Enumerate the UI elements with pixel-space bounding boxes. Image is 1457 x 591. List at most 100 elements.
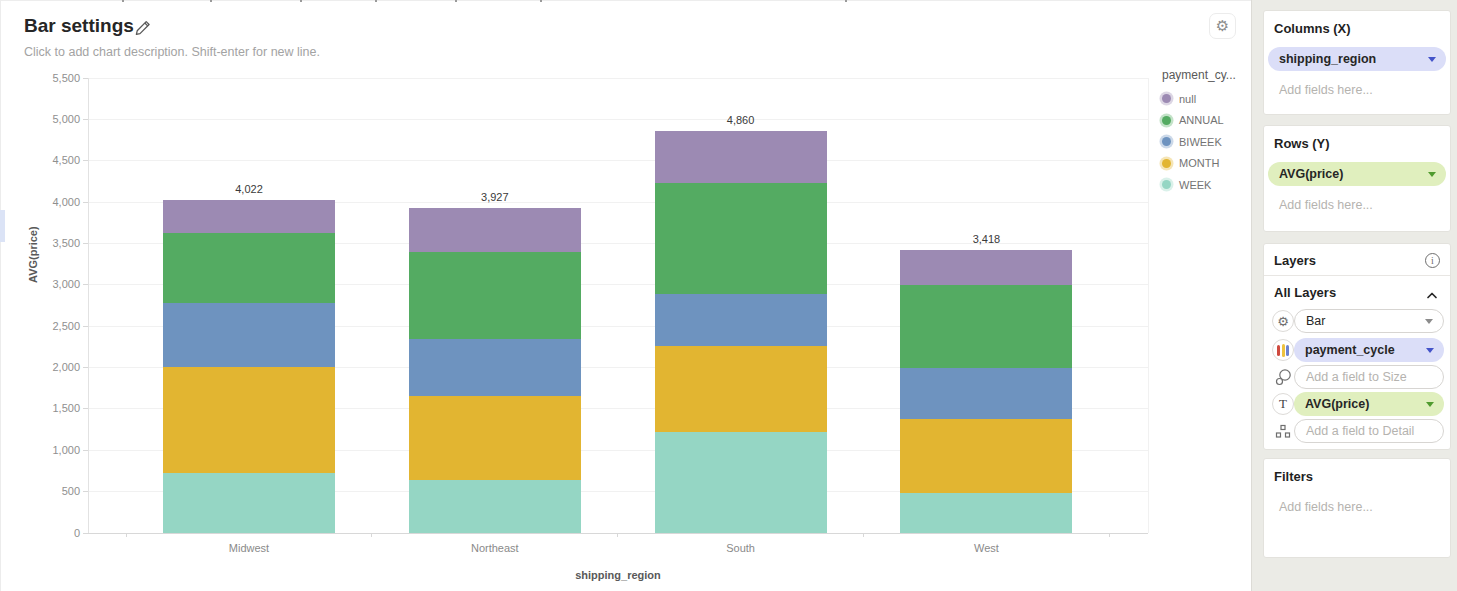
detail-icon	[1274, 422, 1292, 440]
legend-swatch	[1162, 180, 1171, 189]
layers-card-title: Layers	[1274, 253, 1316, 268]
field-pill-label: payment_cycle	[1305, 343, 1395, 357]
bar-segment-BIWEEK[interactable]	[409, 339, 581, 396]
field-pill-label: AVG(price)	[1305, 397, 1369, 411]
bar-segment-WEEK[interactable]	[655, 432, 827, 533]
legend-swatch	[1162, 116, 1171, 125]
columns-card-title: Columns (X)	[1274, 21, 1440, 36]
y-tick-label: 5,500	[28, 72, 80, 84]
x-axis-tick	[371, 533, 372, 537]
bar-segment-null[interactable]	[900, 250, 1072, 285]
layer-type-icon-wrap: ⚙	[1272, 310, 1294, 332]
y-axis-line	[88, 78, 89, 533]
bar-total-label: 4,022	[199, 183, 299, 195]
field-pill-shipping-region[interactable]: shipping_region	[1268, 47, 1446, 71]
bar-segment-ANNUAL[interactable]	[900, 285, 1072, 368]
bar-segment-ANNUAL[interactable]	[655, 183, 827, 294]
bar-total-label: 3,418	[936, 233, 1036, 245]
field-pill-label: shipping_region	[1279, 52, 1376, 66]
gridline	[88, 160, 1148, 161]
legend-label: MONTH	[1179, 157, 1219, 169]
bar-segment-WEEK[interactable]	[900, 493, 1072, 533]
legend-item-WEEK[interactable]: WEEK	[1158, 174, 1254, 196]
bar-segment-BIWEEK[interactable]	[163, 303, 335, 367]
bar-segment-MONTH[interactable]	[409, 396, 581, 480]
collapse-section-button[interactable]	[1426, 286, 1438, 304]
tooltip-field-pill[interactable]: AVG(price)	[1294, 392, 1444, 416]
columns-card: Columns (X) shipping_region Add fields h…	[1263, 10, 1451, 115]
detail-field-dropzone[interactable]: Add a field to Detail	[1294, 419, 1444, 443]
columns-add-fields-dropzone[interactable]: Add fields here...	[1279, 83, 1440, 97]
legend-label: null	[1179, 93, 1196, 105]
chart-config-panel: Columns (X) shipping_region Add fields h…	[1251, 0, 1457, 591]
info-icon[interactable]: i	[1425, 253, 1440, 268]
rows-card-title: Rows (Y)	[1274, 136, 1440, 151]
layers-card: Layers i All Layers ⚙ Bar payment_cycle	[1263, 243, 1451, 450]
legend-label: WEEK	[1179, 179, 1211, 191]
legend-item-null[interactable]: null	[1158, 88, 1254, 110]
legend-label: ANNUAL	[1179, 114, 1224, 126]
stacked-bar-chart: 05001,0001,5002,0002,5003,0003,5004,0004…	[0, 0, 1251, 591]
bar-segment-null[interactable]	[163, 200, 335, 232]
chevron-down-icon	[1428, 57, 1436, 62]
x-tick-label: West	[906, 542, 1066, 554]
bar-segment-BIWEEK[interactable]	[900, 368, 1072, 420]
bar-segment-ANNUAL[interactable]	[163, 233, 335, 303]
chevron-down-icon	[1426, 348, 1434, 353]
y-tick-label: 1,500	[28, 402, 80, 414]
y-tick-label: 5,000	[28, 113, 80, 125]
bar-total-label: 4,860	[691, 114, 791, 126]
y-tick-label: 2,500	[28, 320, 80, 332]
rows-add-fields-dropzone[interactable]: Add fields here...	[1279, 198, 1440, 212]
bar-segment-MONTH[interactable]	[163, 367, 335, 473]
bar-segment-MONTH[interactable]	[655, 346, 827, 431]
y-tick-label: 1,000	[28, 444, 80, 456]
detail-placeholder: Add a field to Detail	[1306, 424, 1414, 438]
field-pill-label: AVG(price)	[1279, 167, 1343, 181]
bar-segment-WEEK[interactable]	[163, 473, 335, 533]
rows-card: Rows (Y) AVG(price) Add fields here...	[1263, 125, 1451, 232]
all-layers-section-title: All Layers	[1274, 285, 1336, 300]
legend-swatch	[1162, 137, 1171, 146]
legend-label: BIWEEK	[1179, 136, 1222, 148]
filters-add-fields-dropzone[interactable]: Add fields here...	[1279, 500, 1440, 514]
gear-icon: ⚙	[1277, 315, 1289, 328]
color-by-icon-wrap	[1272, 339, 1294, 361]
color-by-field-pill[interactable]: payment_cycle	[1294, 338, 1444, 362]
legend-item-MONTH[interactable]: MONTH	[1158, 153, 1254, 175]
bar-total-label: 3,927	[445, 191, 545, 203]
bar-segment-BIWEEK[interactable]	[655, 294, 827, 347]
filters-card: Filters Add fields here...	[1263, 458, 1451, 558]
legend-item-ANNUAL[interactable]: ANNUAL	[1158, 110, 1254, 132]
size-icon-wrap	[1272, 366, 1294, 388]
y-tick-label: 500	[28, 485, 80, 497]
chevron-down-icon	[1428, 172, 1436, 177]
legend-title: payment_cy...	[1158, 68, 1254, 82]
size-field-dropzone[interactable]: Add a field to Size	[1294, 365, 1444, 389]
x-axis-tick	[617, 533, 618, 537]
bar-segment-WEEK[interactable]	[409, 480, 581, 533]
divider	[1264, 275, 1450, 276]
legend-item-BIWEEK[interactable]: BIWEEK	[1158, 131, 1254, 153]
size-placeholder: Add a field to Size	[1306, 370, 1407, 384]
x-axis-tick	[1109, 533, 1110, 537]
y-tick-label: 4,000	[28, 196, 80, 208]
field-pill-avg-price[interactable]: AVG(price)	[1268, 162, 1446, 186]
x-tick-label: Northeast	[415, 542, 575, 554]
filters-card-title: Filters	[1274, 469, 1440, 484]
tooltip-icon-wrap: T	[1272, 393, 1294, 415]
bar-segment-ANNUAL[interactable]	[409, 252, 581, 339]
layer-type-select[interactable]: Bar	[1294, 309, 1444, 333]
layer-type-value: Bar	[1306, 314, 1325, 328]
y-tick-label: 2,000	[28, 361, 80, 373]
bar-segment-null[interactable]	[655, 131, 827, 183]
chevron-down-icon	[1426, 402, 1434, 407]
bar-segment-null[interactable]	[409, 208, 581, 252]
legend-swatch	[1162, 159, 1171, 168]
plot-right-border	[1148, 78, 1149, 533]
y-axis-title: AVG(price)	[27, 269, 39, 283]
legend-swatch	[1162, 94, 1171, 103]
y-tick-label: 0	[28, 527, 80, 539]
bar-segment-MONTH[interactable]	[900, 419, 1072, 492]
gridline	[88, 119, 1148, 120]
